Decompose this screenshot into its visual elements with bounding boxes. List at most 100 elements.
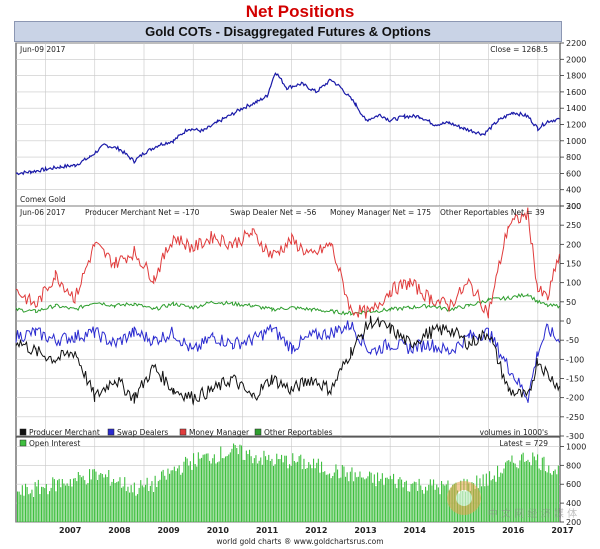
oi-bar: [145, 484, 147, 522]
oi-bar: [290, 465, 292, 522]
oi-bar: [108, 470, 110, 522]
oi-bar: [175, 471, 177, 522]
oi-bar: [511, 455, 513, 522]
oi-bar: [186, 458, 188, 522]
price-tick-label: 2000: [566, 55, 586, 64]
oi-bar: [524, 461, 526, 522]
oi-bar: [433, 479, 435, 522]
oi-bar: [551, 474, 553, 522]
oi-bar: [63, 483, 65, 522]
oi-bar: [229, 452, 231, 522]
price-latest-label: Close = 1268.5: [490, 45, 548, 54]
oi-tick-label: 800: [566, 461, 581, 470]
oi-bar: [493, 475, 495, 522]
watermark-circle-inner-icon: [456, 490, 472, 506]
oi-bar: [271, 458, 273, 522]
oi-bar: [95, 471, 97, 522]
oi-bar: [514, 463, 516, 522]
oi-bar: [234, 445, 236, 522]
oi-bar: [265, 456, 267, 522]
oi-bar: [353, 481, 355, 522]
oi-bar: [223, 458, 225, 522]
oi-bar: [76, 481, 78, 522]
oi-bar: [513, 462, 515, 522]
oi-bar: [209, 460, 211, 522]
oi-bar: [428, 484, 430, 522]
price-series-line: [15, 72, 560, 176]
oi-bar: [157, 481, 159, 522]
oi-bar: [498, 476, 500, 522]
oi-bar: [266, 459, 268, 522]
oi-bar: [65, 485, 67, 522]
net-tick-label: 50: [566, 298, 576, 307]
oi-bar: [205, 453, 207, 522]
oi-bar: [410, 484, 412, 522]
net-producer-label: Producer Merchant Net = -170: [85, 208, 200, 217]
oi-bar: [349, 471, 351, 522]
oi-bar: [319, 472, 321, 522]
oi-bar: [79, 475, 81, 522]
oi-bar: [269, 461, 271, 522]
oi-bar: [252, 463, 254, 522]
oi-bar: [300, 454, 302, 522]
oi-bar: [345, 476, 347, 522]
oi-bar: [372, 482, 374, 522]
oi-bar: [556, 474, 558, 522]
oi-bar: [17, 491, 19, 522]
oi-bar: [538, 468, 540, 522]
x-tick-label: 2010: [207, 526, 230, 535]
oi-bar: [127, 486, 129, 522]
oi-bar: [412, 483, 414, 522]
oi-bar: [68, 485, 70, 522]
net-series-line: [15, 315, 560, 406]
oi-bar: [365, 478, 367, 522]
oi-bar: [340, 477, 342, 522]
oi-bar: [492, 479, 494, 522]
oi-bar: [295, 462, 297, 522]
oi-bar: [93, 469, 95, 522]
oi-bar: [161, 471, 163, 522]
oi-tick-label: 600: [566, 480, 581, 489]
oi-bar: [189, 461, 191, 522]
net-series-line: [15, 292, 560, 316]
oi-bar: [535, 460, 537, 522]
oi-bar: [60, 487, 62, 522]
oi-bar: [442, 484, 444, 522]
oi-bar: [359, 471, 361, 522]
oi-bar: [399, 477, 401, 522]
oi-bar: [116, 482, 118, 522]
oi-bar: [309, 464, 311, 522]
oi-bar: [45, 484, 47, 522]
oi-bar: [180, 474, 182, 522]
oi-bar: [277, 459, 279, 522]
oi-bar: [207, 453, 209, 522]
oi-bar: [303, 458, 305, 522]
x-tick-label: 2014: [404, 526, 427, 535]
oi-bar: [106, 477, 108, 522]
oi-bar: [178, 465, 180, 522]
oi-bar: [527, 459, 529, 522]
oi-bar: [81, 477, 83, 522]
x-tick-label: 2016: [502, 526, 525, 535]
oi-bar: [293, 461, 295, 522]
oi-bar: [500, 472, 502, 522]
price-date-label: Jun-09 2017: [19, 45, 66, 54]
oi-bar: [351, 467, 353, 522]
oi-bar: [545, 471, 547, 522]
oi-tick-label: 1000: [566, 442, 586, 451]
oi-bar: [553, 471, 555, 522]
oi-bar: [114, 483, 116, 522]
oi-bar: [401, 479, 403, 522]
oi-bar: [23, 495, 25, 522]
oi-bar: [191, 469, 193, 522]
oi-bar: [482, 474, 484, 522]
oi-bar: [487, 485, 489, 522]
oi-bar: [409, 491, 411, 522]
oi-bar: [177, 468, 179, 522]
oi-bar: [378, 481, 380, 522]
oi-bar: [57, 480, 59, 522]
watermark-text: 中 文 网 经 济 媒 体: [488, 507, 577, 520]
oi-bar: [29, 493, 31, 522]
price-tick-label: 1600: [566, 88, 586, 97]
